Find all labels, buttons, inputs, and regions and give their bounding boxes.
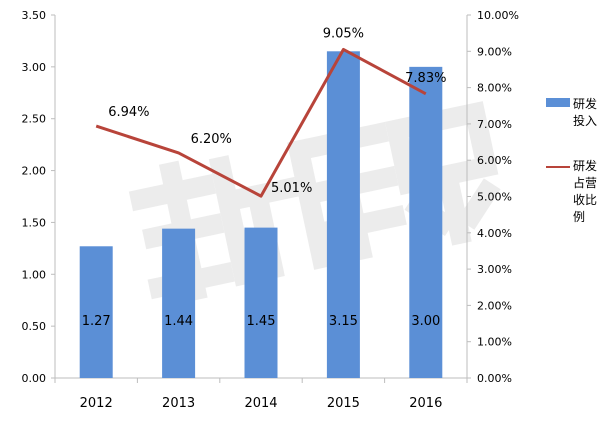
right-tick-label: 7.00% — [477, 118, 512, 131]
right-tick-label: 6.00% — [477, 154, 512, 167]
line-value-label: 5.01% — [271, 181, 312, 196]
legend-item-ratio: 研发占营收比例 — [546, 158, 601, 226]
legend-swatch-bar — [546, 98, 570, 107]
bar — [244, 227, 278, 378]
right-tick-label: 2.00% — [477, 299, 512, 312]
left-tick-label: 0.00 — [22, 372, 47, 385]
bar-value-label: 1.27 — [82, 314, 111, 329]
bar-value-label: 3.00 — [411, 314, 440, 329]
line-value-label: 9.05% — [323, 26, 364, 41]
legend-item-investment: 研发投入 — [546, 96, 601, 130]
bar — [162, 228, 196, 378]
legend-label-ratio: 研发占营收比例 — [573, 159, 598, 224]
left-tick-label: 3.00 — [22, 61, 47, 74]
bar — [409, 66, 443, 378]
x-tick-label: 2015 — [327, 396, 360, 411]
right-tick-label: 9.00% — [477, 45, 512, 58]
line-value-label: 6.94% — [108, 105, 149, 120]
bar-value-label: 1.45 — [247, 314, 276, 329]
line-value-label: 6.20% — [191, 132, 232, 147]
ratio-line — [95, 47, 427, 198]
x-tick-label: 2012 — [80, 396, 113, 411]
bar-value-label: 3.15 — [329, 314, 358, 329]
bar — [79, 246, 113, 378]
legend-swatch-line — [546, 166, 570, 168]
x-tick-label: 2014 — [244, 396, 277, 411]
bar-value-label: 1.44 — [164, 314, 193, 329]
x-tick-label: 2013 — [162, 396, 195, 411]
left-tick-label: 2.50 — [22, 113, 47, 126]
right-tick-label: 0.00% — [477, 372, 512, 385]
right-tick-label: 10.00% — [477, 9, 519, 22]
right-tick-label: 8.00% — [477, 82, 512, 95]
right-tick-label: 4.00% — [477, 227, 512, 240]
axes: 0.00 0.50 1.00 1.50 2.00 2.50 3.00 3.50 0.00% 1.0… — [22, 9, 519, 411]
left-tick-label: 1.50 — [22, 216, 47, 229]
data-labels: 1.27 1.44 1.45 3.15 3.00 6.94% 6.20% 5.01% 9.05%… — [82, 26, 447, 328]
x-tick-label: 2016 — [409, 396, 442, 411]
legend-label-investment: 研发投入 — [573, 97, 598, 128]
left-tick-label: 0.50 — [22, 320, 47, 333]
left-tick-label: 2.00 — [22, 165, 47, 178]
left-tick-label: 3.50 — [22, 9, 47, 22]
bars — [79, 51, 443, 379]
right-tick-label: 5.00% — [477, 191, 512, 204]
left-tick-label: 1.00 — [22, 268, 47, 281]
legend: 研发投入 研发占营收比例 — [546, 96, 601, 226]
right-tick-label: 3.00% — [477, 263, 512, 276]
line-value-label: 7.83% — [405, 71, 446, 86]
ratio-line-path — [95, 47, 427, 198]
bar — [326, 51, 360, 379]
right-tick-label: 1.00% — [477, 336, 512, 349]
